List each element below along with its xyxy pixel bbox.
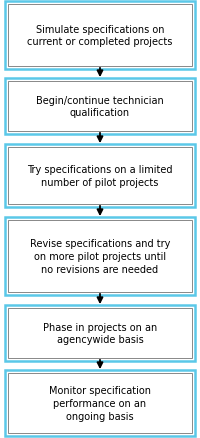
Bar [5, 218, 195, 295]
Bar [5, 305, 195, 361]
Bar [5, 145, 195, 208]
Bar [8, 5, 192, 67]
Bar [5, 79, 195, 135]
Bar [5, 2, 195, 70]
Bar [8, 148, 192, 205]
Text: Phase in projects on an
agencywide basis: Phase in projects on an agencywide basis [43, 322, 157, 345]
Bar [8, 373, 192, 433]
Text: Try specifications on a limited
number of pilot projects: Try specifications on a limited number o… [27, 165, 173, 187]
Bar [8, 82, 192, 132]
Bar [8, 308, 192, 358]
Text: Revise specifications and try
on more pilot projects until
no revisions are need: Revise specifications and try on more pi… [30, 239, 170, 274]
Bar [8, 220, 192, 292]
Text: Monitor specification
performance on an
ongoing basis: Monitor specification performance on an … [49, 385, 151, 421]
Text: Begin/continue technician
qualification: Begin/continue technician qualification [36, 95, 164, 118]
Text: Simulate specifications on
current or completed projects: Simulate specifications on current or co… [27, 25, 173, 47]
Bar [5, 370, 195, 436]
